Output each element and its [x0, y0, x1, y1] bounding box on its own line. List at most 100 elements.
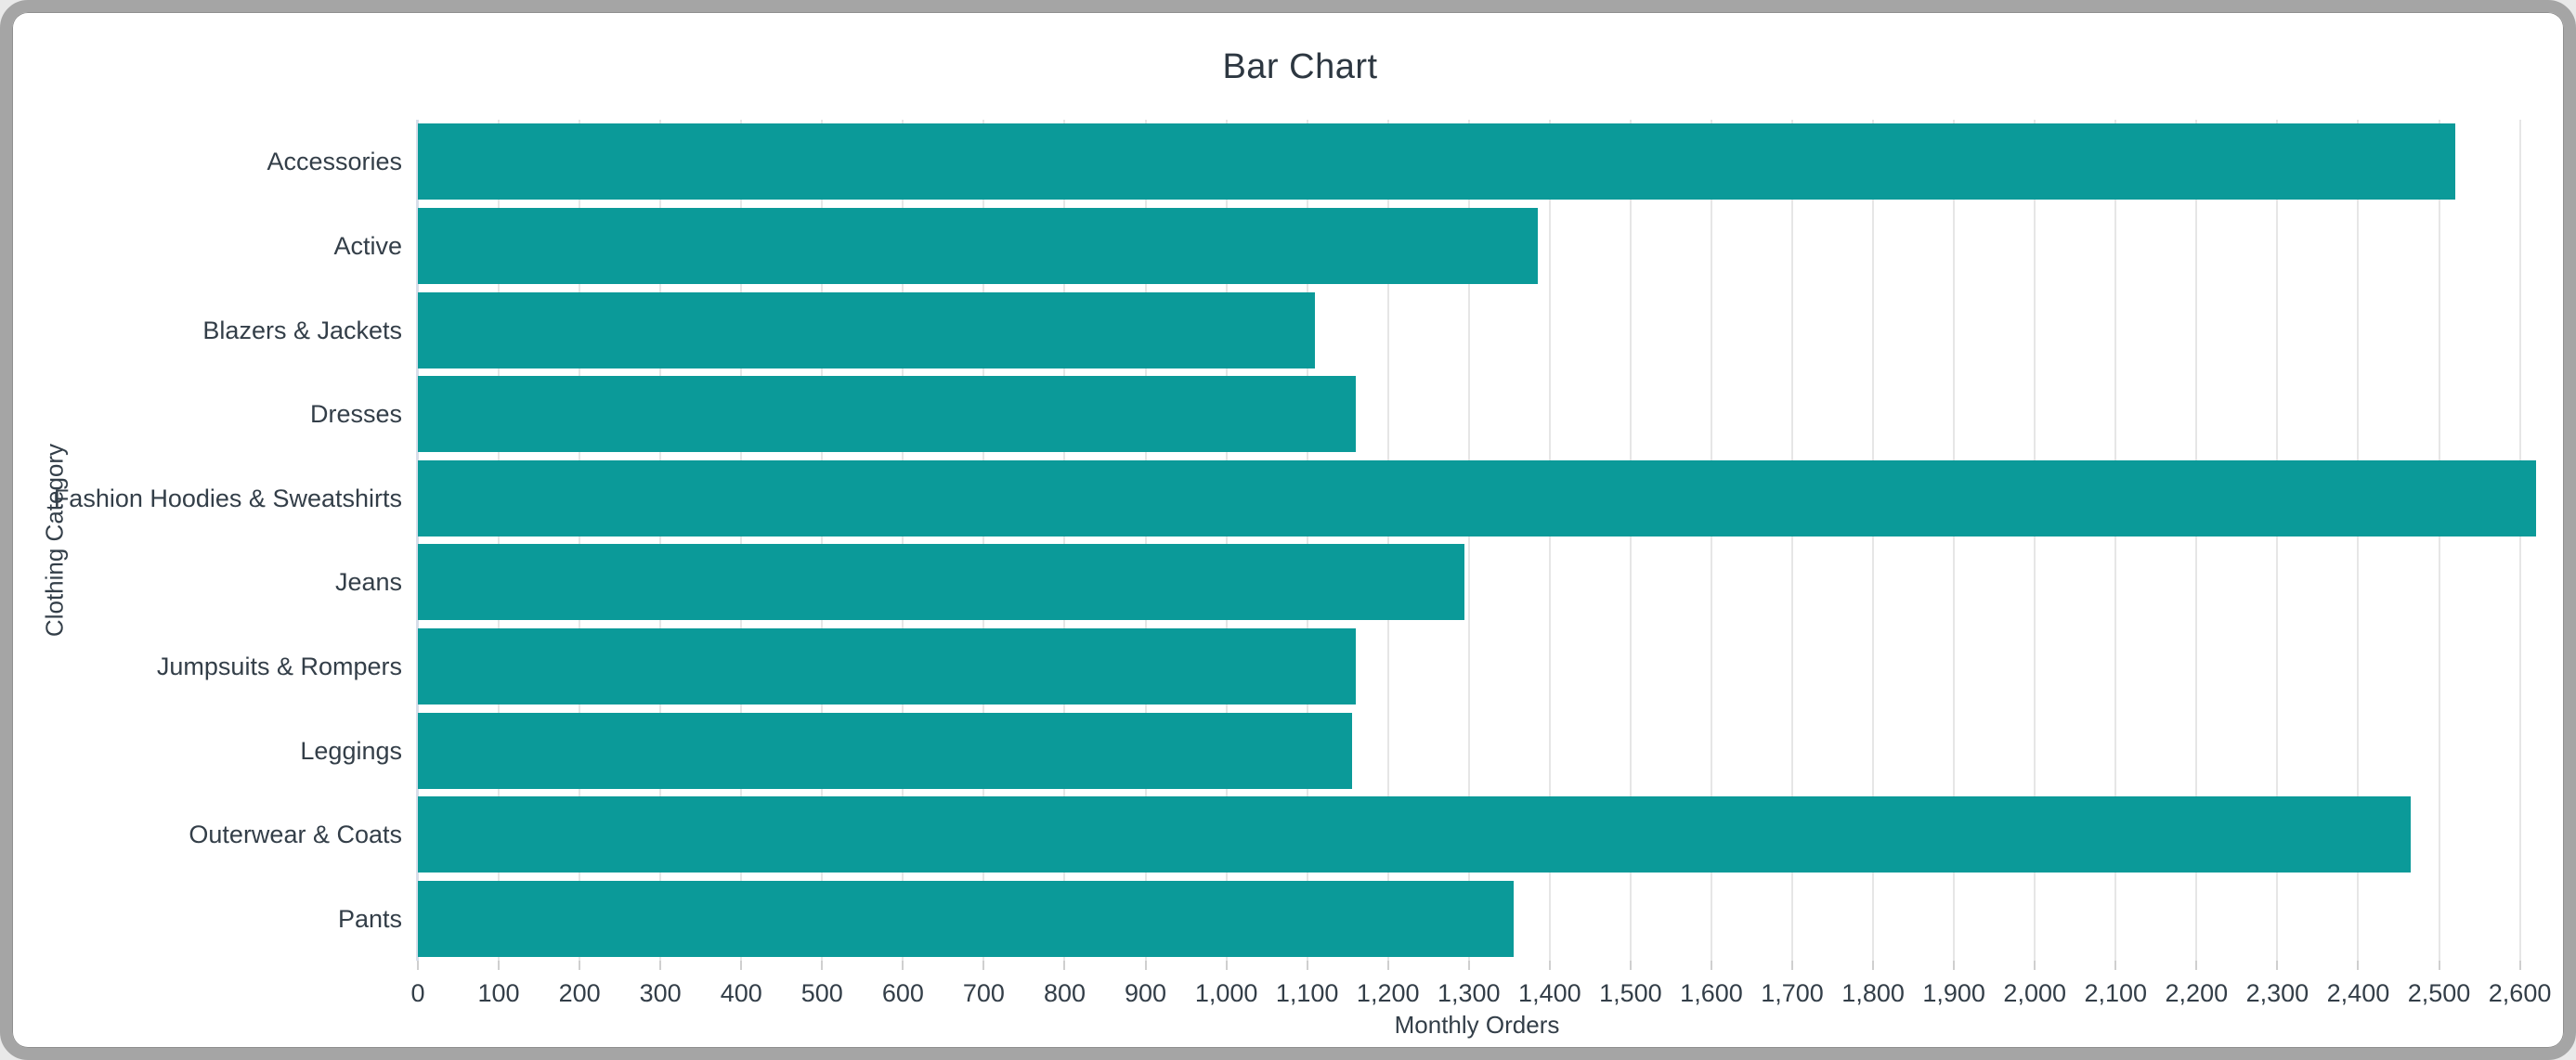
gridline [1710, 120, 1712, 961]
gridline [1306, 120, 1308, 961]
gridline [821, 120, 824, 961]
x-tick-label: 100 [477, 979, 520, 1007]
x-tick-mark [740, 961, 743, 970]
bar [418, 207, 1538, 284]
x-tick-mark [2114, 961, 2117, 970]
x-tick-mark [2357, 961, 2360, 970]
gridline [2195, 120, 2198, 961]
gridline [1791, 120, 1794, 961]
x-tick-label: 500 [800, 979, 843, 1007]
gridline [1144, 120, 1147, 961]
x-tick-label: 1,600 [1680, 979, 1743, 1007]
x-tick-label: 1,300 [1437, 979, 1501, 1007]
category-label: Fashion Hoodies & Sweatshirts [53, 484, 402, 512]
x-tick-mark [2034, 961, 2036, 970]
x-tick-mark [1710, 961, 1712, 970]
x-tick-mark [1063, 961, 1066, 970]
x-tick-mark [1548, 961, 1551, 970]
category-label: Jeans [334, 568, 402, 597]
bar [418, 376, 1356, 453]
x-tick-mark [1872, 961, 1875, 970]
x-tick-mark [1467, 961, 1470, 970]
x-tick-label: 2,200 [2165, 979, 2229, 1007]
gridline [1063, 120, 1066, 961]
gridline [579, 120, 581, 961]
x-tick-mark [2276, 961, 2279, 970]
x-tick-mark [1953, 961, 1956, 970]
bar [418, 712, 1352, 789]
x-tick-label: 2,500 [2407, 979, 2471, 1007]
x-tick-mark [821, 961, 824, 970]
x-tick-label: 200 [558, 979, 601, 1007]
category-label: Accessories [267, 148, 402, 176]
category-label: Blazers & Jackets [202, 316, 402, 344]
x-tick-mark [1386, 961, 1389, 970]
x-tick-label: 800 [1043, 979, 1086, 1007]
chart-title: Bar Chart [1222, 47, 1378, 86]
bar [418, 627, 1356, 705]
y-axis-title: Clothing Category [40, 443, 69, 638]
x-tick-label: 300 [639, 979, 682, 1007]
x-tick-mark [2438, 961, 2440, 970]
x-tick-mark [659, 961, 662, 970]
gridline [2114, 120, 2117, 961]
gridline [498, 120, 501, 961]
plot-area: 0 100 200 300 400 500 600 700 800 900 1,000 1,100 1,… [54, 120, 2551, 1007]
gridline [2276, 120, 2279, 961]
x-tick-mark [417, 961, 419, 970]
x-tick-mark [579, 961, 581, 970]
x-tick-label: 400 [720, 979, 762, 1007]
category-label: Leggings [300, 736, 402, 765]
gridline [1953, 120, 1956, 961]
x-tick-label: 1,700 [1761, 979, 1824, 1007]
bar [418, 880, 1514, 957]
gridline [1225, 120, 1228, 961]
bar [418, 544, 1465, 621]
category-label: Dresses [309, 400, 402, 429]
x-tick-label: 600 [881, 979, 924, 1007]
gridline [1872, 120, 1875, 961]
x-tick-label: 1,500 [1599, 979, 1662, 1007]
bar [418, 796, 2412, 873]
x-tick-label: 1,100 [1275, 979, 1339, 1007]
x-tick-mark [902, 961, 904, 970]
category-label: Jumpsuits & Rompers [156, 652, 402, 680]
y-axis-line [416, 120, 419, 961]
x-tick-label: 2,400 [2326, 979, 2390, 1007]
gridline [1386, 120, 1389, 961]
x-tick-mark [1791, 961, 1794, 970]
gridline [2034, 120, 2036, 961]
x-tick-mark [982, 961, 985, 970]
gridline [2438, 120, 2440, 961]
x-tick-mark [2195, 961, 2198, 970]
x-tick-label: 2,000 [2003, 979, 2066, 1007]
x-tick-label: 1,800 [1841, 979, 1905, 1007]
gridline [902, 120, 904, 961]
x-tick-label: 1,000 [1194, 979, 1258, 1007]
gridline [2518, 120, 2521, 961]
x-tick-label: 2,300 [2245, 979, 2309, 1007]
gridline [1467, 120, 1470, 961]
x-tick-label: 1,900 [1922, 979, 1985, 1007]
category-label: Outerwear & Coats [189, 821, 402, 849]
x-axis-title: Monthly Orders [1394, 1011, 1560, 1039]
category-label: Active [333, 231, 402, 260]
gridline [982, 120, 985, 961]
x-tick-mark [498, 961, 501, 970]
x-tick-label: 0 [410, 979, 425, 1007]
gridline [659, 120, 662, 961]
x-tick-mark [1306, 961, 1308, 970]
gridline [1629, 120, 1632, 961]
bar [418, 459, 2536, 536]
bar [418, 123, 2455, 200]
x-tick-label: 700 [962, 979, 1005, 1007]
category-label: Pants [337, 904, 402, 933]
x-tick-mark [1225, 961, 1228, 970]
x-tick-mark [1629, 961, 1632, 970]
gridline [2357, 120, 2360, 961]
x-tick-label: 2,600 [2488, 979, 2552, 1007]
x-tick-mark [1144, 961, 1147, 970]
bar [418, 291, 1316, 368]
x-tick-label: 1,200 [1356, 979, 1420, 1007]
